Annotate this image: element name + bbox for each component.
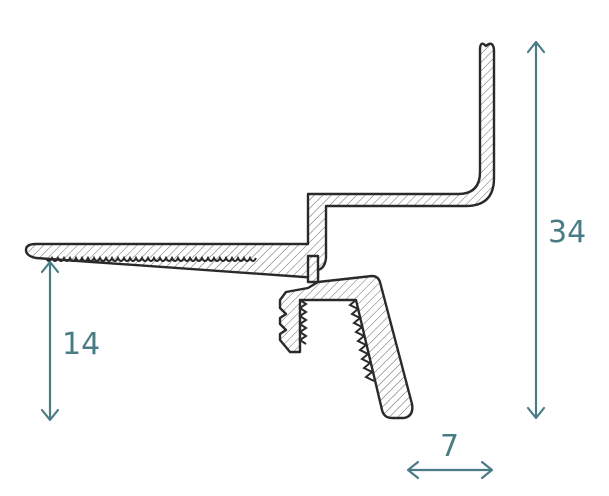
- profile-clip-section: [278, 274, 414, 420]
- profile-main-section: [24, 42, 496, 280]
- profile-stem: [306, 254, 320, 284]
- dimension-height-lower: 14: [40, 260, 100, 422]
- clip-teeth-right: [348, 299, 375, 382]
- dimension-height-total: 34: [526, 40, 586, 420]
- dimension-width-bottom: 7: [406, 429, 494, 480]
- dimension-label-14: 14: [62, 327, 100, 362]
- dimension-label-34: 34: [548, 215, 586, 250]
- clip-teeth-left: [298, 299, 308, 345]
- dimension-label-7: 7: [440, 429, 459, 464]
- flange-teeth: [45, 255, 257, 262]
